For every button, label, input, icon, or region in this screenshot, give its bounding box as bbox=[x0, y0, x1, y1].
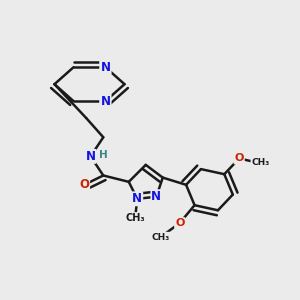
Text: N: N bbox=[100, 61, 110, 74]
Text: N: N bbox=[132, 192, 142, 205]
Text: CH₃: CH₃ bbox=[251, 158, 269, 167]
Text: N: N bbox=[100, 61, 110, 74]
Text: O: O bbox=[79, 178, 89, 191]
Text: O: O bbox=[175, 218, 184, 228]
Text: N: N bbox=[100, 95, 110, 108]
Text: CH₃: CH₃ bbox=[152, 232, 170, 242]
Text: N: N bbox=[152, 190, 161, 203]
Text: CH₃: CH₃ bbox=[125, 213, 145, 223]
Text: N: N bbox=[85, 150, 96, 163]
Text: O: O bbox=[235, 154, 244, 164]
Text: N: N bbox=[100, 95, 110, 108]
Text: H: H bbox=[99, 150, 108, 160]
